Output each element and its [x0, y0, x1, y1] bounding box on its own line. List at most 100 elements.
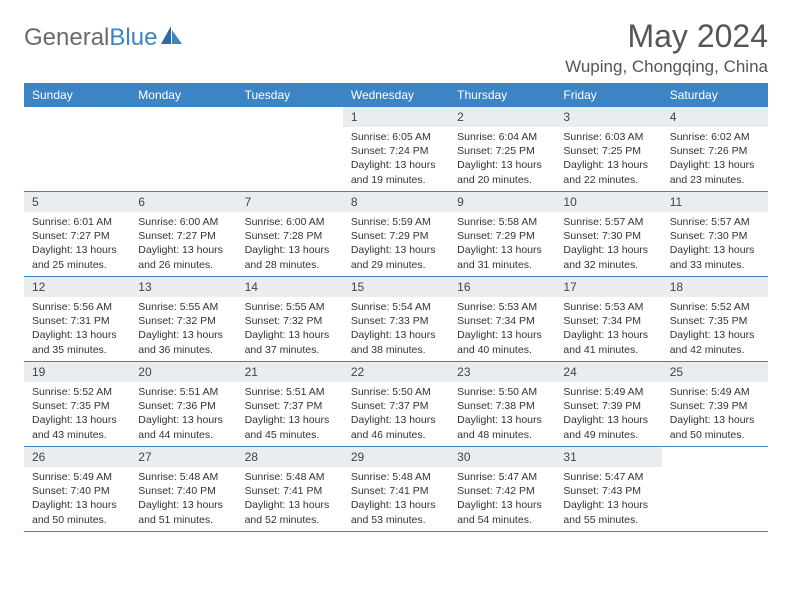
sunset-text: Sunset: 7:32 PM [245, 314, 335, 328]
day-body: Sunrise: 5:50 AMSunset: 7:37 PMDaylight:… [343, 382, 449, 446]
dow-sunday: Sunday [24, 83, 130, 107]
sunrise-text: Sunrise: 5:49 AM [563, 385, 653, 399]
day-number: 28 [237, 447, 343, 467]
day-cell: 8Sunrise: 5:59 AMSunset: 7:29 PMDaylight… [343, 192, 449, 276]
day-cell: 22Sunrise: 5:50 AMSunset: 7:37 PMDayligh… [343, 362, 449, 446]
day-cell: 19Sunrise: 5:52 AMSunset: 7:35 PMDayligh… [24, 362, 130, 446]
day-number: 24 [555, 362, 661, 382]
daylight-text: Daylight: 13 hours and 50 minutes. [670, 413, 760, 441]
title-block: May 2024 Wuping, Chongqing, China [565, 18, 768, 77]
sunset-text: Sunset: 7:38 PM [457, 399, 547, 413]
day-number [24, 107, 130, 113]
daylight-text: Daylight: 13 hours and 31 minutes. [457, 243, 547, 271]
day-number: 19 [24, 362, 130, 382]
day-number: 22 [343, 362, 449, 382]
sunset-text: Sunset: 7:43 PM [563, 484, 653, 498]
day-number: 13 [130, 277, 236, 297]
sunrise-text: Sunrise: 6:03 AM [563, 130, 653, 144]
brand-logo: GeneralBlue [24, 24, 183, 52]
daylight-text: Daylight: 13 hours and 44 minutes. [138, 413, 228, 441]
day-cell [24, 107, 130, 191]
day-body: Sunrise: 5:53 AMSunset: 7:34 PMDaylight:… [555, 297, 661, 361]
day-number: 1 [343, 107, 449, 127]
location-text: Wuping, Chongqing, China [565, 57, 768, 77]
day-body: Sunrise: 5:57 AMSunset: 7:30 PMDaylight:… [662, 212, 768, 276]
daylight-text: Daylight: 13 hours and 20 minutes. [457, 158, 547, 186]
day-cell: 1Sunrise: 6:05 AMSunset: 7:24 PMDaylight… [343, 107, 449, 191]
day-cell: 21Sunrise: 5:51 AMSunset: 7:37 PMDayligh… [237, 362, 343, 446]
day-body: Sunrise: 5:55 AMSunset: 7:32 PMDaylight:… [130, 297, 236, 361]
day-cell: 29Sunrise: 5:48 AMSunset: 7:41 PMDayligh… [343, 447, 449, 531]
daylight-text: Daylight: 13 hours and 41 minutes. [563, 328, 653, 356]
day-body: Sunrise: 5:48 AMSunset: 7:40 PMDaylight:… [130, 467, 236, 531]
brand-part2: Blue [109, 24, 157, 51]
day-number: 4 [662, 107, 768, 127]
sunrise-text: Sunrise: 6:00 AM [138, 215, 228, 229]
day-cell: 26Sunrise: 5:49 AMSunset: 7:40 PMDayligh… [24, 447, 130, 531]
day-number: 5 [24, 192, 130, 212]
daylight-text: Daylight: 13 hours and 23 minutes. [670, 158, 760, 186]
daylight-text: Daylight: 13 hours and 45 minutes. [245, 413, 335, 441]
day-number: 6 [130, 192, 236, 212]
day-cell: 3Sunrise: 6:03 AMSunset: 7:25 PMDaylight… [555, 107, 661, 191]
sunrise-text: Sunrise: 5:47 AM [457, 470, 547, 484]
day-body: Sunrise: 5:51 AMSunset: 7:37 PMDaylight:… [237, 382, 343, 446]
day-number: 17 [555, 277, 661, 297]
daylight-text: Daylight: 13 hours and 26 minutes. [138, 243, 228, 271]
day-number: 9 [449, 192, 555, 212]
sunrise-text: Sunrise: 6:04 AM [457, 130, 547, 144]
sunset-text: Sunset: 7:27 PM [32, 229, 122, 243]
sunset-text: Sunset: 7:39 PM [670, 399, 760, 413]
day-number: 18 [662, 277, 768, 297]
week-row: 1Sunrise: 6:05 AMSunset: 7:24 PMDaylight… [24, 107, 768, 192]
day-body: Sunrise: 6:03 AMSunset: 7:25 PMDaylight:… [555, 127, 661, 191]
sunset-text: Sunset: 7:41 PM [351, 484, 441, 498]
sunset-text: Sunset: 7:35 PM [32, 399, 122, 413]
sunrise-text: Sunrise: 5:51 AM [245, 385, 335, 399]
day-cell: 30Sunrise: 5:47 AMSunset: 7:42 PMDayligh… [449, 447, 555, 531]
dow-tuesday: Tuesday [237, 83, 343, 107]
day-cell: 25Sunrise: 5:49 AMSunset: 7:39 PMDayligh… [662, 362, 768, 446]
day-body: Sunrise: 5:58 AMSunset: 7:29 PMDaylight:… [449, 212, 555, 276]
daylight-text: Daylight: 13 hours and 54 minutes. [457, 498, 547, 526]
daylight-text: Daylight: 13 hours and 22 minutes. [563, 158, 653, 186]
daylight-text: Daylight: 13 hours and 36 minutes. [138, 328, 228, 356]
day-number: 26 [24, 447, 130, 467]
dow-header-row: Sunday Monday Tuesday Wednesday Thursday… [24, 83, 768, 107]
sunset-text: Sunset: 7:39 PM [563, 399, 653, 413]
sunset-text: Sunset: 7:29 PM [351, 229, 441, 243]
sunset-text: Sunset: 7:41 PM [245, 484, 335, 498]
day-number: 12 [24, 277, 130, 297]
sunset-text: Sunset: 7:37 PM [351, 399, 441, 413]
sunrise-text: Sunrise: 6:01 AM [32, 215, 122, 229]
day-cell: 4Sunrise: 6:02 AMSunset: 7:26 PMDaylight… [662, 107, 768, 191]
day-cell: 11Sunrise: 5:57 AMSunset: 7:30 PMDayligh… [662, 192, 768, 276]
daylight-text: Daylight: 13 hours and 37 minutes. [245, 328, 335, 356]
day-cell: 9Sunrise: 5:58 AMSunset: 7:29 PMDaylight… [449, 192, 555, 276]
daylight-text: Daylight: 13 hours and 43 minutes. [32, 413, 122, 441]
day-body: Sunrise: 5:49 AMSunset: 7:39 PMDaylight:… [662, 382, 768, 446]
sunset-text: Sunset: 7:35 PM [670, 314, 760, 328]
day-cell: 15Sunrise: 5:54 AMSunset: 7:33 PMDayligh… [343, 277, 449, 361]
sunrise-text: Sunrise: 5:50 AM [351, 385, 441, 399]
day-cell: 13Sunrise: 5:55 AMSunset: 7:32 PMDayligh… [130, 277, 236, 361]
sunrise-text: Sunrise: 5:56 AM [32, 300, 122, 314]
day-body: Sunrise: 5:50 AMSunset: 7:38 PMDaylight:… [449, 382, 555, 446]
day-cell [662, 447, 768, 531]
daylight-text: Daylight: 13 hours and 35 minutes. [32, 328, 122, 356]
daylight-text: Daylight: 13 hours and 32 minutes. [563, 243, 653, 271]
day-body: Sunrise: 5:49 AMSunset: 7:39 PMDaylight:… [555, 382, 661, 446]
sunset-text: Sunset: 7:34 PM [563, 314, 653, 328]
day-body: Sunrise: 6:02 AMSunset: 7:26 PMDaylight:… [662, 127, 768, 191]
sunrise-text: Sunrise: 5:57 AM [563, 215, 653, 229]
day-cell: 2Sunrise: 6:04 AMSunset: 7:25 PMDaylight… [449, 107, 555, 191]
day-body: Sunrise: 5:55 AMSunset: 7:32 PMDaylight:… [237, 297, 343, 361]
sunset-text: Sunset: 7:26 PM [670, 144, 760, 158]
daylight-text: Daylight: 13 hours and 19 minutes. [351, 158, 441, 186]
daylight-text: Daylight: 13 hours and 48 minutes. [457, 413, 547, 441]
day-number: 14 [237, 277, 343, 297]
day-number: 25 [662, 362, 768, 382]
day-body: Sunrise: 5:51 AMSunset: 7:36 PMDaylight:… [130, 382, 236, 446]
day-cell: 18Sunrise: 5:52 AMSunset: 7:35 PMDayligh… [662, 277, 768, 361]
sunrise-text: Sunrise: 6:00 AM [245, 215, 335, 229]
